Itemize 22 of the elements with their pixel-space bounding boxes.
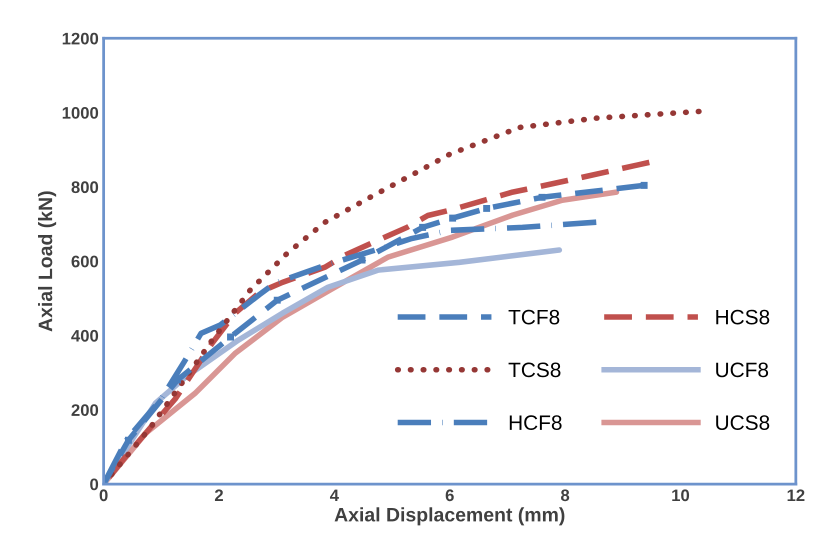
x-tick-label: 8 (560, 489, 570, 502)
x-tick-label: 10 (672, 489, 690, 502)
y-tick-label: 400 (71, 330, 98, 342)
x-tick-label: 4 (330, 490, 339, 502)
legend-label: UCF8 (716, 362, 768, 378)
x-tick-label: 6 (446, 489, 454, 502)
legend-label: TCS8 (508, 362, 560, 378)
legend-label: UCS8 (716, 415, 770, 430)
x-tick-label: 2 (214, 489, 223, 502)
y-tick-label: 200 (72, 404, 98, 416)
x-tick-label: 0 (100, 489, 108, 502)
x-tick-label: 12 (788, 489, 804, 502)
y-tick-label: 600 (72, 256, 98, 268)
y-axis-title: Axial Load (kN) (38, 191, 56, 332)
y-tick-label: 800 (71, 181, 98, 194)
x-axis-title: Axial Displacement (mm) (334, 507, 564, 526)
legend-label: HCF8 (510, 415, 562, 430)
y-tick-label: 1200 (62, 32, 98, 44)
y-tick-label: 1000 (62, 106, 98, 119)
legend-label: TCF8 (508, 310, 560, 325)
legend-label: HCS8 (716, 310, 770, 325)
y-tick-label: 0 (90, 478, 98, 490)
